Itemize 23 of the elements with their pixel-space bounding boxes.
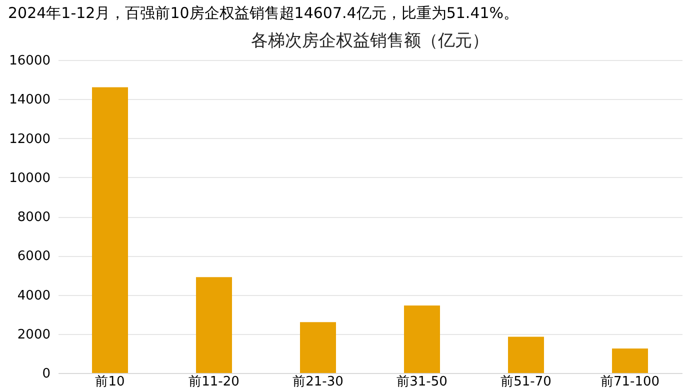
- y-tick-label: 14000: [9, 92, 50, 108]
- bar: [196, 277, 232, 373]
- bar: [92, 87, 128, 373]
- x-tick-label: 前10: [95, 374, 125, 390]
- y-tick-label: 8000: [17, 210, 50, 225]
- x-tick-label: 前51-70: [500, 374, 552, 390]
- y-tick-label: 6000: [17, 249, 50, 264]
- y-tick-label: 0: [42, 366, 50, 382]
- chart-title: 各梯次房企权益销售额（亿元）: [251, 31, 489, 51]
- bar: [612, 348, 648, 373]
- x-tick-label: 前71-100: [600, 374, 660, 390]
- x-tick-label: 前31-50: [396, 374, 448, 390]
- y-tick-label: 2000: [17, 327, 50, 342]
- y-tick-label: 10000: [9, 170, 50, 186]
- bar: [300, 322, 336, 373]
- text: 2024年1-12月，百强前10房企权益销售超14607.4亿元，比重为51.41%。: [8, 4, 520, 23]
- bar: [404, 306, 440, 373]
- y-tick-label: 4000: [17, 288, 50, 304]
- y-tick-label: 16000: [9, 54, 50, 68]
- x-tick-label: 前11-20: [188, 374, 240, 390]
- x-tick-label: 前21-30: [292, 374, 344, 390]
- y-tick-label: 12000: [9, 132, 50, 147]
- bar: [508, 336, 544, 373]
